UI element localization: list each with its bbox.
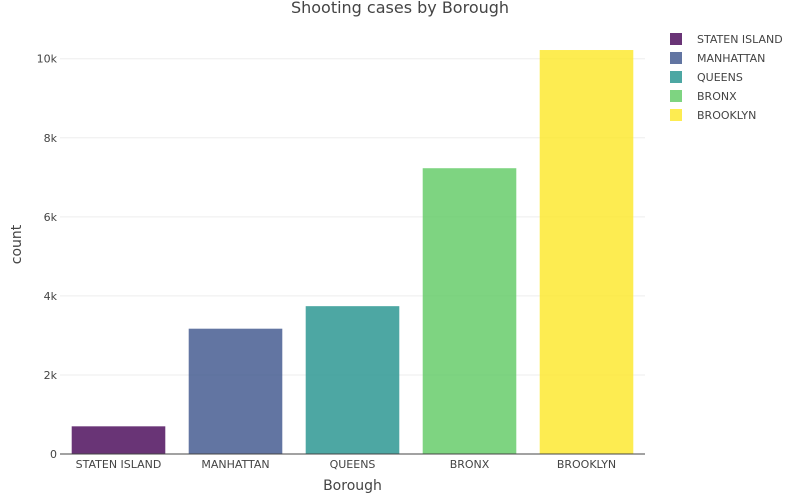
bars bbox=[71, 50, 634, 455]
bar-staten-island[interactable] bbox=[71, 426, 166, 454]
x-tick-label: BRONX bbox=[450, 458, 490, 471]
x-tick-label: BROOKLYN bbox=[557, 458, 616, 471]
y-tick-label: 4k bbox=[44, 290, 58, 303]
legend-swatch bbox=[670, 90, 682, 102]
legend-label: STATEN ISLAND bbox=[697, 33, 783, 46]
legend-item-brooklyn[interactable]: BROOKLYN bbox=[670, 109, 756, 122]
x-tick-label: STATEN ISLAND bbox=[76, 458, 162, 471]
bar-manhattan[interactable] bbox=[188, 328, 283, 454]
y-tick-label: 0 bbox=[50, 448, 57, 461]
y-tick-label: 2k bbox=[44, 369, 58, 382]
legend-item-staten-island[interactable]: STATEN ISLAND bbox=[670, 33, 783, 46]
legend-item-queens[interactable]: QUEENS bbox=[670, 71, 743, 84]
bar-brooklyn[interactable] bbox=[539, 50, 634, 455]
bar-bronx[interactable] bbox=[422, 168, 517, 454]
legend-label: MANHATTAN bbox=[697, 52, 765, 65]
legend-item-manhattan[interactable]: MANHATTAN bbox=[670, 52, 765, 65]
y-tick-label: 8k bbox=[44, 132, 58, 145]
legend: STATEN ISLAND MANHATTAN QUEENS BRONX BROOKLY… bbox=[670, 33, 783, 122]
legend-swatch bbox=[670, 109, 682, 121]
x-tick-label: MANHATTAN bbox=[201, 458, 269, 471]
bar-queens[interactable] bbox=[305, 306, 400, 454]
x-tick-labels: STATEN ISLAND MANHATTAN QUEENS BRONX BROOKLY… bbox=[76, 458, 617, 471]
y-tick-label: 10k bbox=[37, 53, 58, 66]
legend-swatch bbox=[670, 33, 682, 45]
legend-label: BRONX bbox=[697, 90, 737, 103]
legend-label: BROOKLYN bbox=[697, 109, 756, 122]
y-tick-labels: 0 2k 4k 6k 8k 10k bbox=[37, 53, 58, 461]
legend-swatch bbox=[670, 52, 682, 64]
y-tick-label: 6k bbox=[44, 211, 58, 224]
legend-swatch bbox=[670, 71, 682, 83]
legend-item-bronx[interactable]: BRONX bbox=[670, 90, 737, 103]
x-axis-title: Borough bbox=[323, 478, 382, 494]
chart-title: Shooting cases by Borough bbox=[291, 0, 509, 17]
legend-label: QUEENS bbox=[697, 71, 743, 84]
y-axis-title: count bbox=[9, 224, 25, 264]
x-tick-label: QUEENS bbox=[330, 458, 376, 471]
